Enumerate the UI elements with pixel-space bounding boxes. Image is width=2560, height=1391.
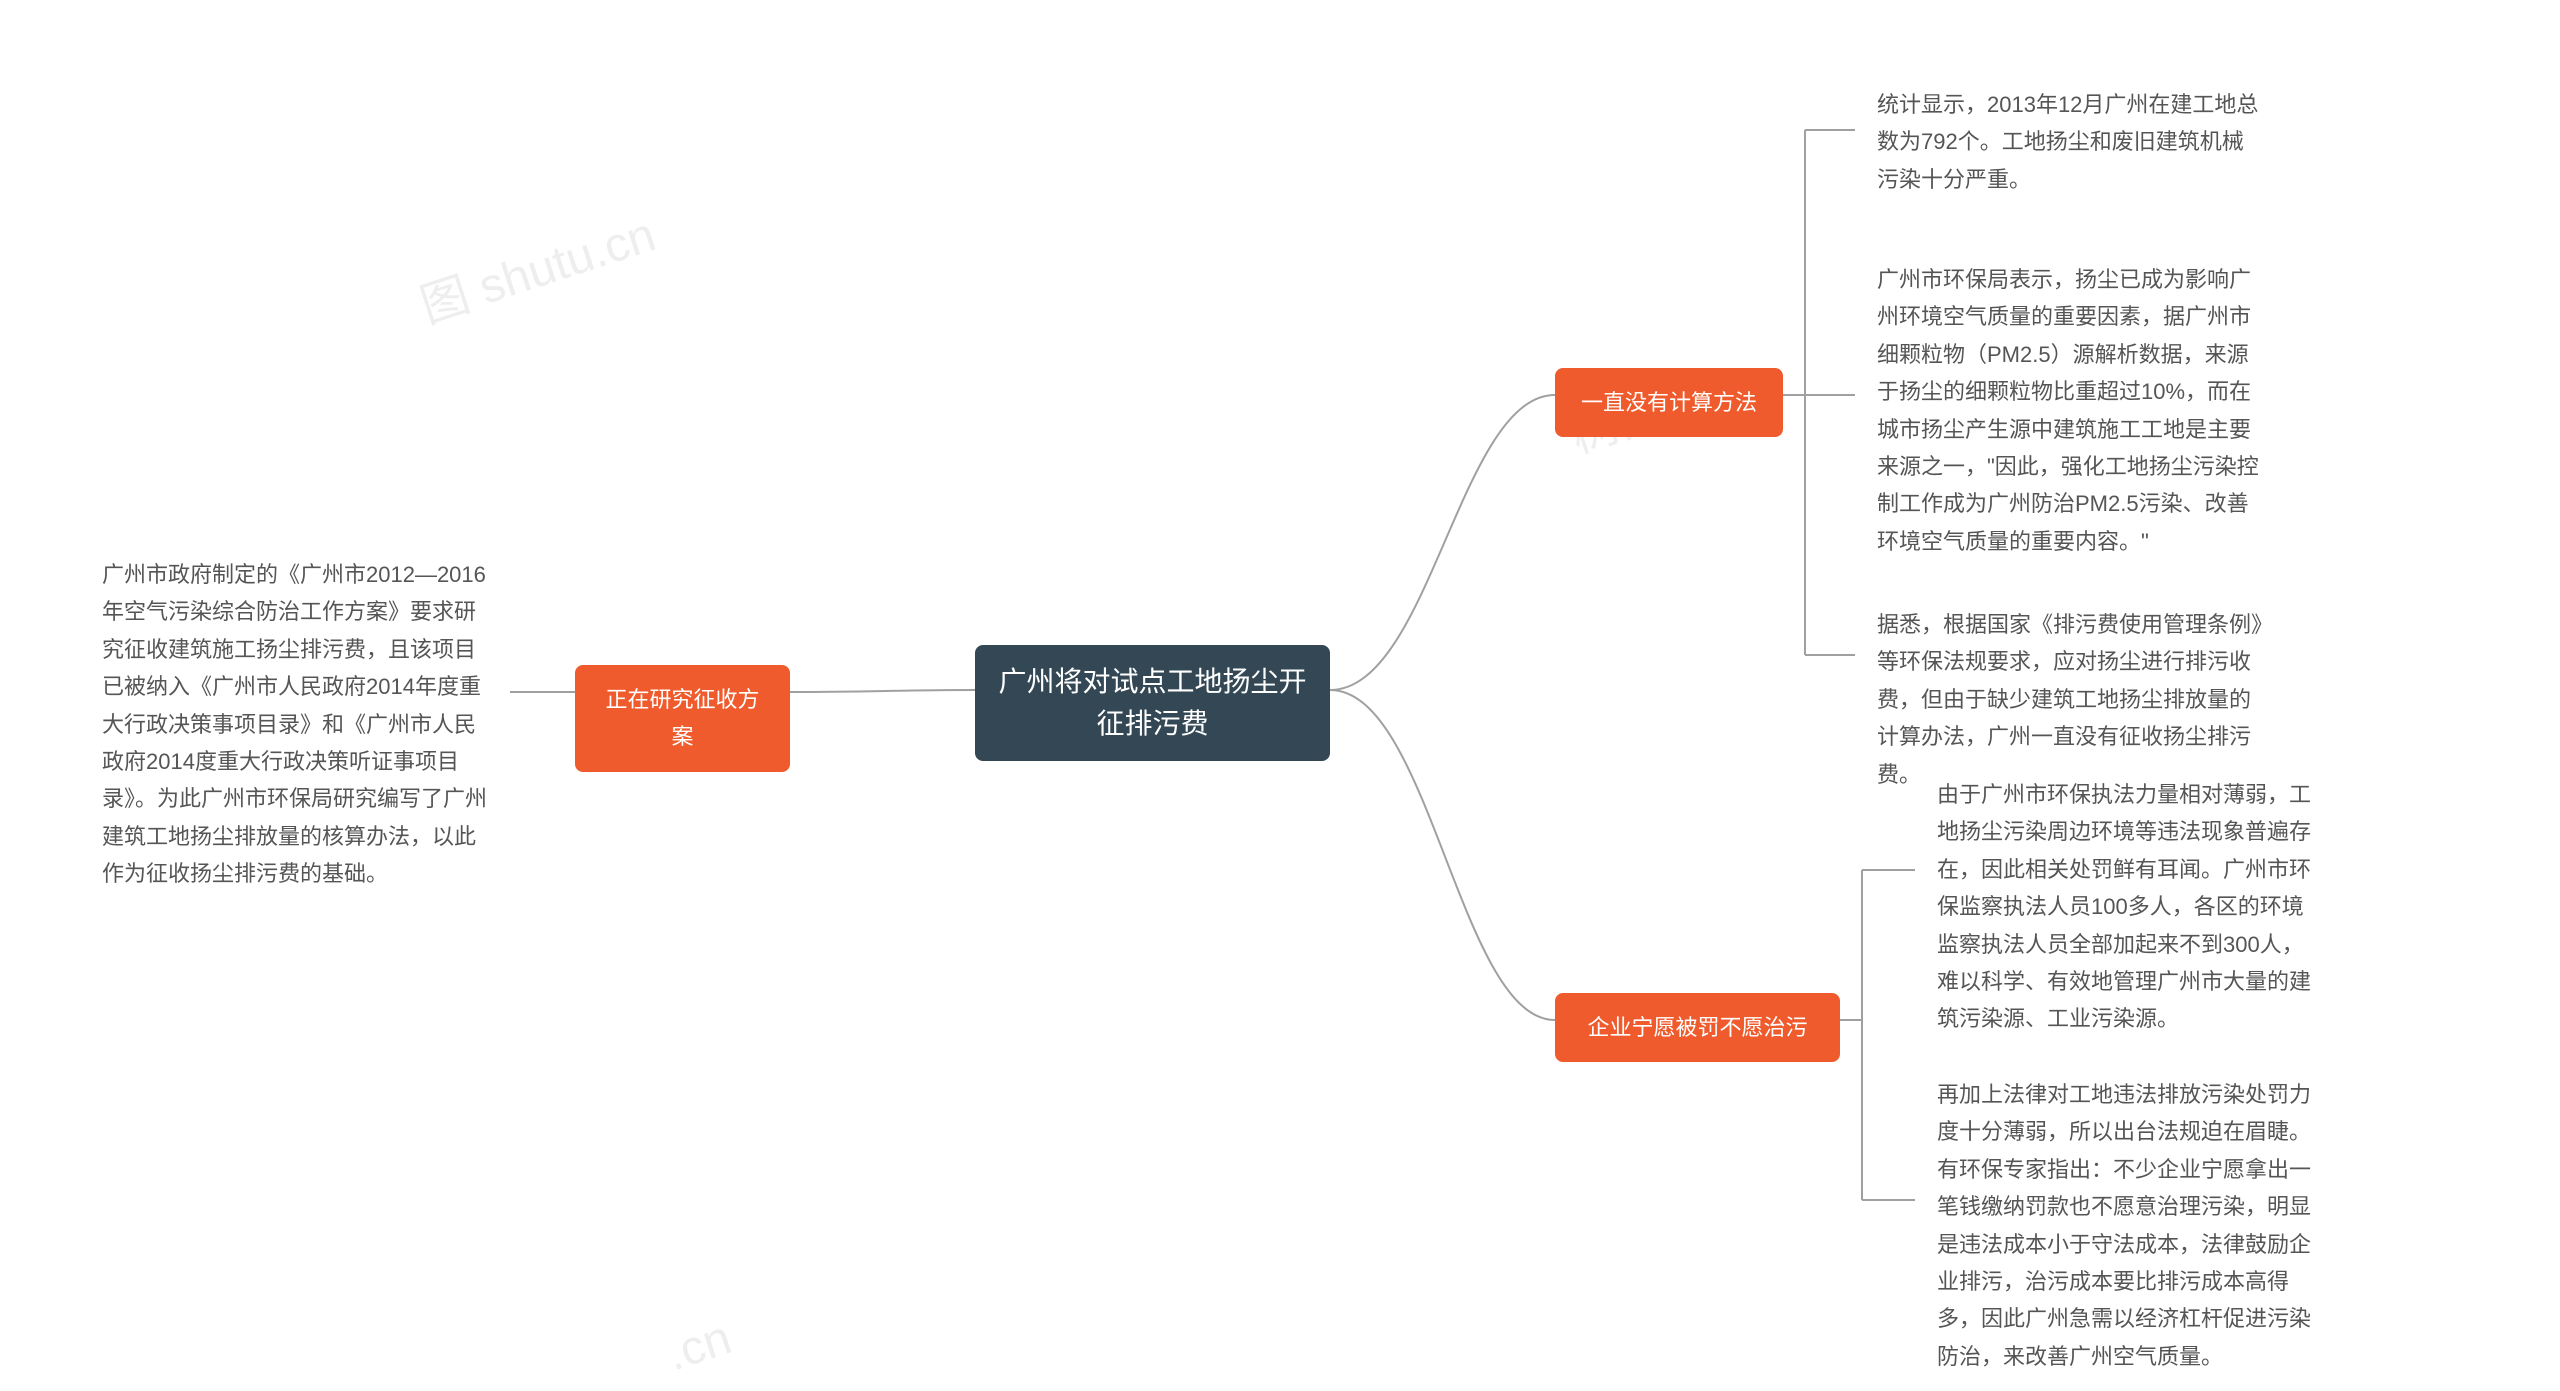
leaf-rt-1: 广州市环保局表示，扬尘已成为影响广州环境空气质量的重要因素，据广州市细颗粒物（P… [1855, 245, 2285, 576]
watermark: .cn [660, 1310, 738, 1382]
leaf-rt-0: 统计显示，2013年12月广州在建工地总数为792个。工地扬尘和废旧建筑机械污染… [1855, 70, 2285, 214]
leaf-left-0: 广州市政府制定的《广州市2012—2016年空气污染综合防治工作方案》要求研究征… [80, 540, 510, 909]
watermark: 图 shutu.cn [410, 195, 663, 337]
leaf-rb-1: 再加上法律对工地违法排放污染处罚力度十分薄弱，所以出台法规迫在眉睫。有环保专家指… [1915, 1060, 2345, 1391]
root-node: 广州将对试点工地扬尘开 征排污费 [975, 645, 1330, 761]
branch-right-top: 一直没有计算方法 [1555, 368, 1783, 437]
leaf-rb-0: 由于广州市环保执法力量相对薄弱，工地扬尘污染周边环境等违法现象普遍存在，因此相关… [1915, 760, 2345, 1054]
branch-left: 正在研究征收方案 [575, 665, 790, 772]
branch-right-bottom: 企业宁愿被罚不愿治污 [1555, 993, 1840, 1062]
